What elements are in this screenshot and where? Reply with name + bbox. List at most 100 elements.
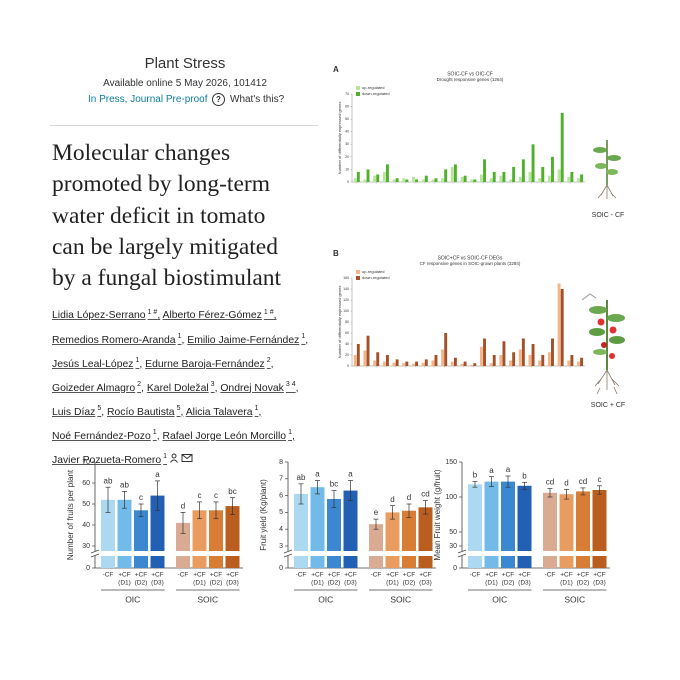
author-affiliation[interactable]: 1: [152, 429, 157, 437]
author-name[interactable]: Luis Díaz: [52, 406, 96, 418]
x-tick-label: +CF: [210, 572, 222, 579]
x-tick-label: (D2): [502, 580, 515, 587]
help-link[interactable]: ? What's this?: [212, 93, 284, 106]
author-name[interactable]: Javier Pozueta-Romero: [52, 454, 162, 466]
author-name[interactable]: Rafael Jorge León Morcillo: [162, 430, 287, 442]
title-line: by a fungal biostimulant: [52, 265, 282, 292]
author-name[interactable]: Edurne Baroja-Fernández: [145, 358, 265, 370]
author[interactable]: Karel Doležal 3: [146, 381, 218, 394]
bar: [405, 361, 409, 366]
x-tick-label: (D3): [419, 580, 432, 587]
bar: [541, 355, 545, 366]
author-name[interactable]: Alicia Talavera: [185, 406, 253, 418]
x-tick-label: -CF: [470, 572, 481, 579]
bar: [101, 499, 115, 568]
group-label: OIC: [492, 594, 507, 604]
bar: [382, 361, 386, 366]
bar: [411, 176, 415, 182]
author-affiliation[interactable]: 3: [210, 381, 215, 389]
bar: [547, 352, 551, 366]
bar: [356, 344, 360, 366]
author-affiliation[interactable]: 2: [266, 357, 271, 365]
journal-name[interactable]: Plant Stress: [144, 55, 226, 72]
panel-title: SOIC-CF vs OIC-CF: [447, 71, 493, 77]
bar: [580, 174, 584, 182]
author-affiliation[interactable]: 1: [163, 453, 168, 461]
author-name[interactable]: Emilio Jaime-Fernández: [187, 334, 300, 346]
author[interactable]: Alberto Férez-Gómez 1 #: [162, 309, 277, 322]
legend-swatch: [356, 270, 360, 274]
plant-label: SOIC + CF: [591, 402, 625, 409]
author-name[interactable]: Goizeder Almagro: [52, 382, 136, 394]
y-tick-label: 10: [345, 167, 349, 171]
help-text[interactable]: What's this?: [230, 94, 285, 105]
author[interactable]: Noé Fernández-Pozo 1: [52, 429, 160, 442]
author[interactable]: Lidia López-Serrano 1 #: [52, 309, 160, 322]
author-affiliation[interactable]: 1 #: [263, 309, 274, 316]
author-affiliation[interactable]: 1 #: [147, 309, 158, 316]
author-name[interactable]: Jesús Leal-López: [52, 358, 134, 370]
bar: [431, 179, 435, 182]
author[interactable]: Remedios Romero-Aranda 1: [52, 333, 184, 346]
axis-break: [91, 551, 247, 556]
author-name[interactable]: Noé Fernández-Pozo: [52, 430, 151, 442]
x-tick-label: +CF: [344, 572, 356, 579]
significance-letter: b: [473, 471, 478, 480]
author[interactable]: Rocío Bautista 5: [107, 405, 183, 418]
author-affiliation[interactable]: 1: [301, 333, 306, 341]
author-affiliation[interactable]: 1: [177, 333, 182, 341]
author[interactable]: Emilio Jaime-Fernández 1: [187, 333, 308, 346]
article-status[interactable]: In Press, Journal Pre-proof: [88, 94, 208, 105]
author-name[interactable]: Karel Doležal: [146, 382, 209, 394]
author-name[interactable]: Rocío Bautista: [107, 406, 175, 418]
bar: [492, 171, 496, 182]
author-affiliation[interactable]: 1: [254, 405, 259, 413]
author-name[interactable]: Remedios Romero-Aranda: [52, 334, 176, 346]
legend-label: down-regulated: [362, 91, 390, 96]
bar: [473, 179, 477, 182]
bar: [405, 179, 409, 182]
significance-letter: a: [155, 470, 160, 479]
bar: [528, 171, 532, 182]
author[interactable]: Rafael Jorge León Morcillo 1: [162, 429, 294, 442]
author[interactable]: Jesús Leal-López 1: [52, 357, 142, 370]
bar: [577, 361, 580, 366]
y-axis-label: Number of differentially expressed genes: [337, 102, 342, 175]
bar: [450, 361, 454, 366]
author-affiliation[interactable]: 3 4: [285, 381, 296, 389]
axis-break-mark: [283, 549, 293, 554]
author-affiliation[interactable]: 1: [288, 429, 292, 437]
plant-illustration: [581, 293, 625, 395]
author-name[interactable]: Ondrej Novak: [220, 382, 284, 394]
author[interactable]: Goizeder Almagro 2: [52, 381, 144, 394]
author-affiliation[interactable]: 5: [176, 405, 181, 413]
significance-letter: cd: [579, 477, 587, 486]
contact-icons[interactable]: [170, 453, 194, 463]
bar: [479, 346, 483, 366]
y-tick-label: 6: [279, 492, 283, 499]
y-tick-label: 50: [345, 117, 349, 121]
author[interactable]: Ondrej Novak 3 4: [220, 381, 298, 394]
bar: [570, 355, 574, 366]
author[interactable]: Javier Pozueta-Romero 1: [52, 453, 168, 466]
author-affiliation[interactable]: 5: [97, 405, 102, 413]
author[interactable]: Luis Díaz 5: [52, 405, 104, 418]
x-tick-label: -CF: [178, 572, 189, 579]
title-line: can be largely mitigated: [52, 233, 278, 260]
author[interactable]: Alicia Talavera 1: [185, 405, 262, 418]
author-affiliation[interactable]: 2: [137, 381, 142, 389]
bar: [470, 179, 474, 182]
author-name[interactable]: Lidia López-Serrano: [52, 310, 146, 322]
author-name[interactable]: Alberto Férez-Gómez: [162, 310, 262, 322]
significance-letter: bc: [228, 487, 236, 496]
significance-letter: a: [315, 470, 320, 479]
author[interactable]: Edurne Baroja-Fernández 2: [145, 357, 273, 370]
author-affiliation[interactable]: 1: [135, 357, 140, 365]
x-tick-label: (D2): [210, 580, 223, 587]
y-tick-label: 7: [279, 476, 283, 483]
significance-letter: cd: [421, 490, 429, 499]
group-label: OIC: [318, 594, 333, 604]
y-axis-label: Mean Fruit weight (g/fruit): [433, 469, 442, 560]
bar: [492, 355, 496, 366]
y-tick-label: 60: [345, 331, 349, 335]
